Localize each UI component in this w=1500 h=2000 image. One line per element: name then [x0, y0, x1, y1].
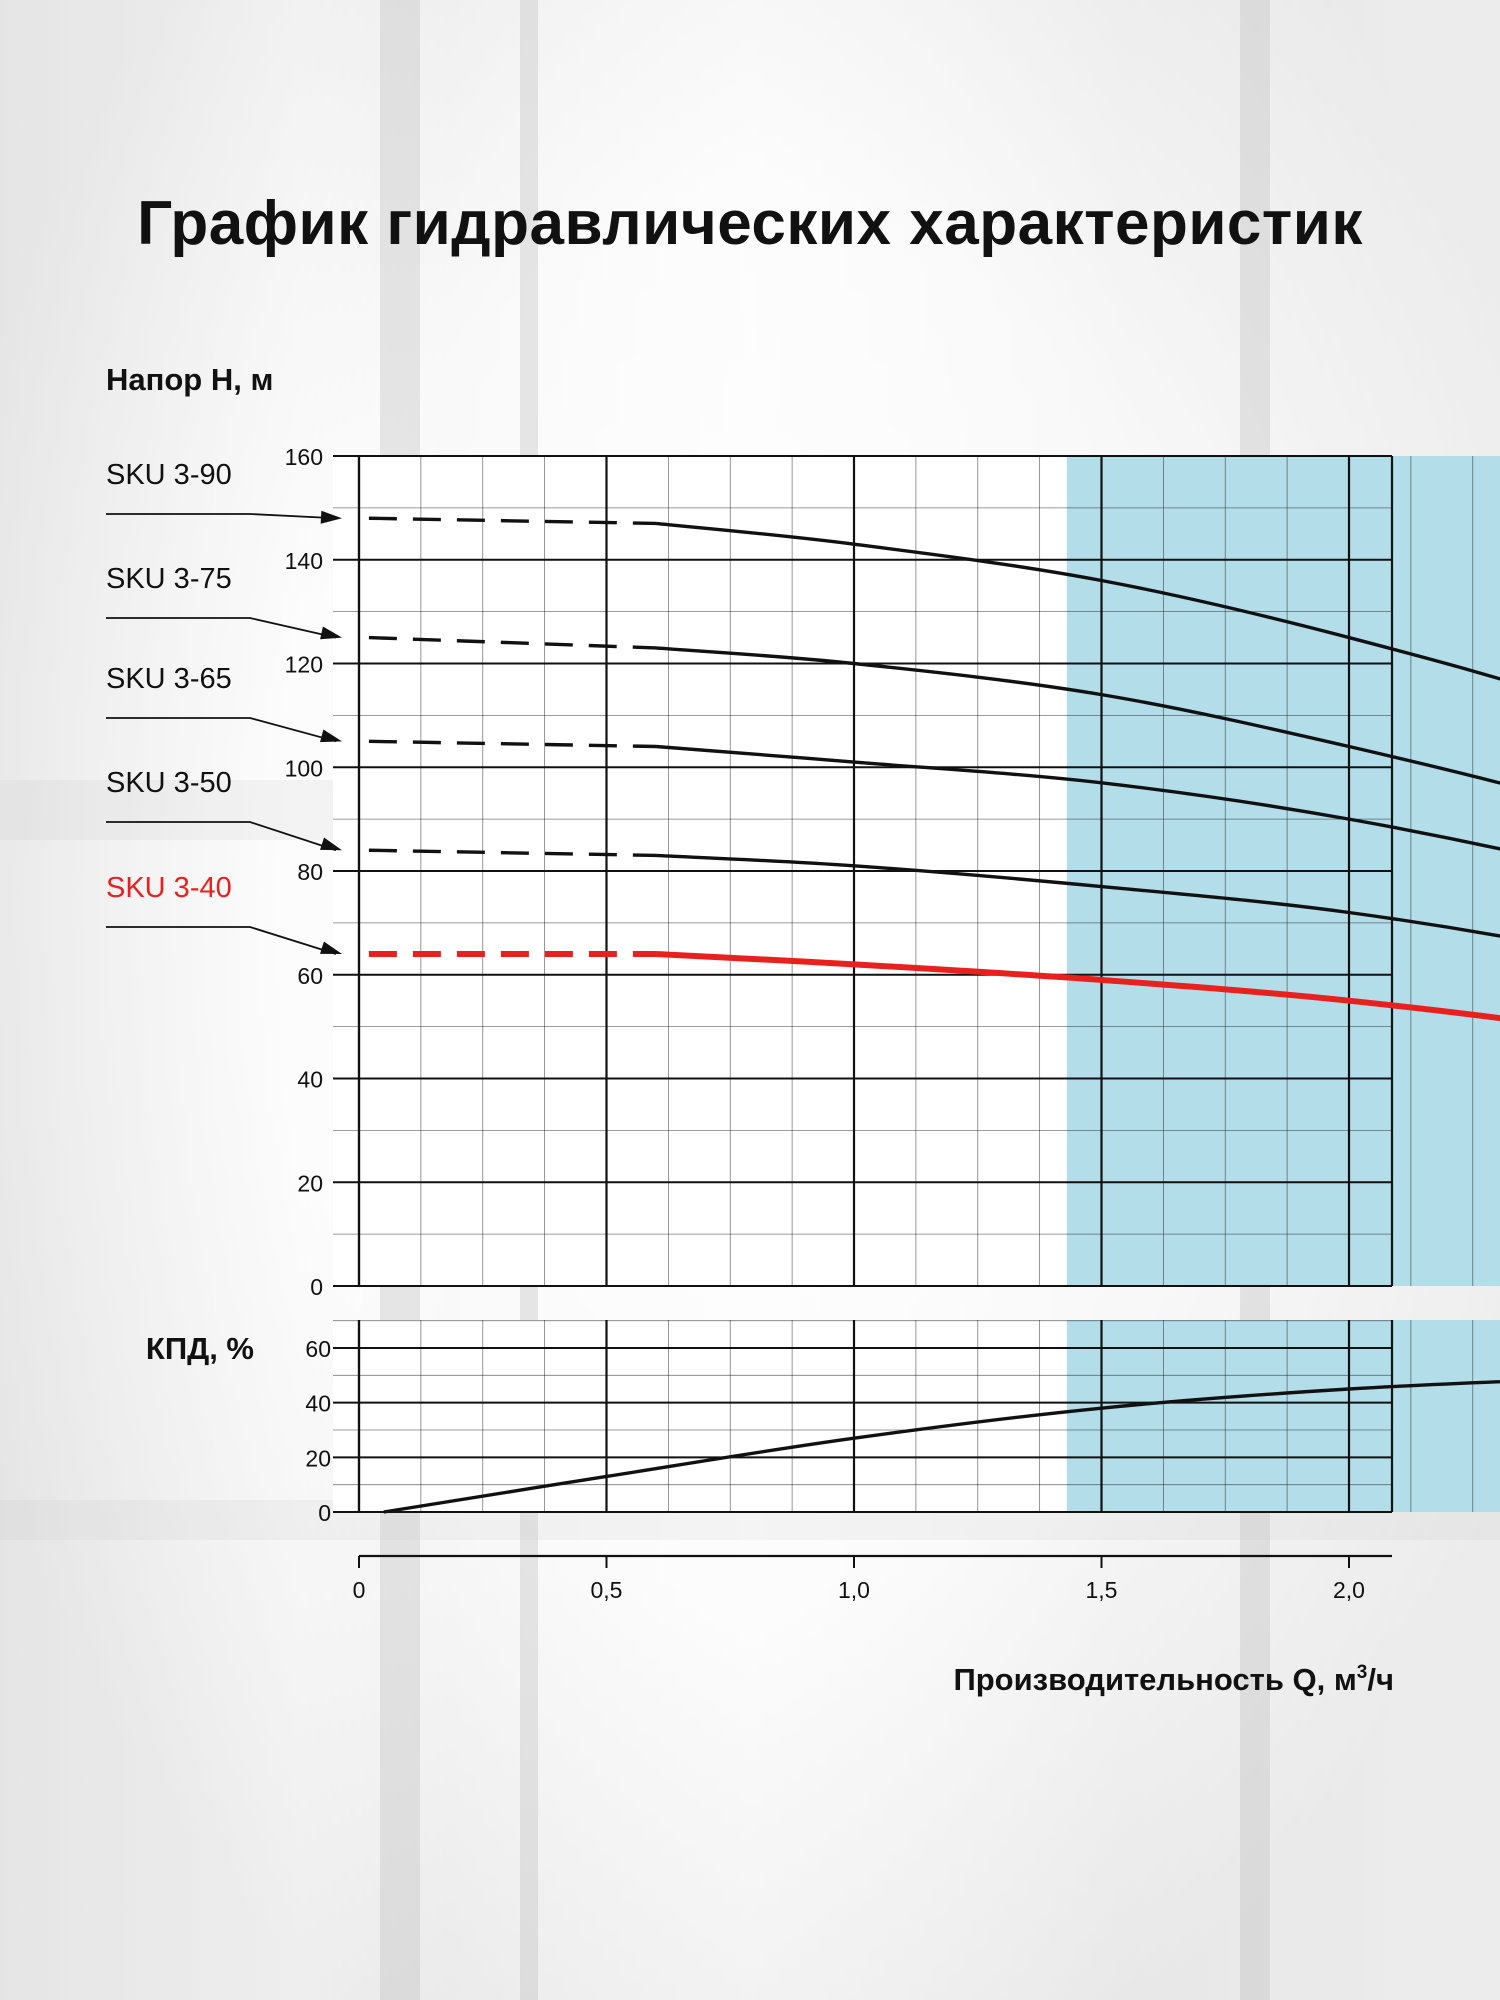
operating-zone-efficiency — [1066, 1320, 1500, 1512]
head-tick-label: 80 — [297, 859, 323, 885]
head-plot: 0 20 40 60 80 100 120 140 160 SKU 3-90 SKU 3-75 SKU… — [106, 444, 1500, 1300]
series-arrow-0 — [106, 513, 337, 520]
curve-dashed-3 — [368, 848, 657, 858]
x-tick-label: 1,5 — [1086, 1577, 1118, 1603]
head-tick-label: 40 — [297, 1067, 323, 1093]
series-arrow-1 — [106, 617, 337, 639]
curve-dashed-1 — [368, 635, 657, 650]
head-tick-label: 0 — [310, 1274, 323, 1300]
series-arrow-3 — [106, 821, 337, 852]
curve-dashed-2 — [368, 739, 657, 749]
efficiency-tick-label: 20 — [305, 1445, 331, 1471]
curve-1 — [655, 646, 1500, 785]
efficiency-plot: 0 20 40 60 — [305, 1320, 1500, 1526]
efficiency-tick-label: 60 — [305, 1336, 331, 1362]
series-arrowhead-0 — [320, 510, 342, 524]
efficiency-tick-label: 0 — [318, 1500, 331, 1526]
x-tick-label: 2,0 — [1333, 1577, 1365, 1603]
series-arrowhead-2 — [320, 729, 342, 743]
head-tick-label: 140 — [285, 548, 323, 574]
series-arrow-2 — [106, 717, 337, 743]
head-tick-label: 100 — [285, 755, 323, 781]
head-tick-label: 160 — [285, 444, 323, 470]
x-tick-label: 0 — [353, 1577, 366, 1603]
curve-dashed-0 — [368, 516, 657, 526]
series-label-0: SKU 3-90 — [106, 459, 232, 491]
head-tick-label: 120 — [285, 652, 323, 678]
y-axis-label-efficiency: КПД, % — [146, 1331, 254, 1366]
series-arrowhead-4 — [320, 941, 342, 954]
y-axis-label-head: Напор H, м — [106, 362, 273, 397]
x-tick-label: 1,0 — [838, 1577, 870, 1603]
series-label-1: SKU 3-75 — [106, 563, 232, 595]
head-tick-label: 60 — [297, 963, 323, 989]
series-label-4: SKU 3-40 — [106, 872, 232, 904]
x-axis-label: Производительность Q, м3/ч — [953, 1662, 1394, 1697]
curve-4 — [655, 951, 1500, 1022]
series-arrowhead-3 — [320, 837, 342, 851]
efficiency-tick-label: 40 — [305, 1391, 331, 1417]
curve-2 — [655, 744, 1500, 851]
series-arrow-4 — [106, 926, 337, 955]
series-arrowhead-1 — [320, 626, 342, 640]
series-label-3: SKU 3-50 — [106, 767, 232, 799]
x-tick-label: 0,5 — [591, 1577, 623, 1603]
curve-3 — [655, 853, 1500, 938]
efficiency-curve — [383, 1379, 1500, 1514]
x-axis: 00,51,01,52,02,53,03,54,0 — [353, 1554, 1392, 1603]
curve-0 — [655, 521, 1500, 681]
page-title: График гидравлических характеристик — [137, 189, 1363, 258]
head-tick-label: 20 — [297, 1170, 323, 1196]
series-label-2: SKU 3-65 — [106, 663, 232, 695]
